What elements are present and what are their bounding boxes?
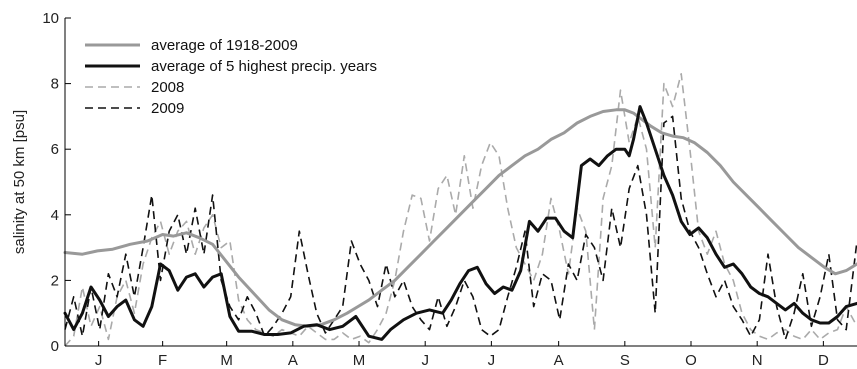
- y-tick-label: 6: [51, 141, 59, 158]
- legend: average of 1918-2009 average of 5 highest…: [85, 37, 377, 117]
- series-layer: [63, 73, 857, 347]
- x-tick-label: D: [818, 352, 829, 369]
- series-line-1: [63, 105, 857, 341]
- legend-label: average of 5 highest precip. years: [151, 58, 377, 75]
- x-tick-label: M: [220, 352, 233, 369]
- x-tick-label: S: [620, 352, 630, 369]
- x-tick-label: F: [158, 352, 167, 369]
- x-tick-label: J: [95, 352, 103, 369]
- y-tick-label: 2: [51, 272, 59, 289]
- series-line-0: [63, 108, 857, 328]
- series-line-2: [64, 73, 857, 347]
- legend-label: average of 1918-2009: [151, 37, 298, 54]
- y-tick-label: 4: [51, 207, 59, 224]
- legend-label: 2009: [151, 100, 184, 117]
- y-tick-label: 0: [51, 338, 59, 355]
- x-tick-label: J: [421, 352, 429, 369]
- legend-label: 2008: [151, 79, 184, 96]
- y-tick-label: 10: [42, 10, 59, 27]
- x-tick-label: A: [288, 352, 298, 369]
- x-tick-label: M: [353, 352, 366, 369]
- x-tick-label: A: [554, 352, 564, 369]
- x-tick-label: J: [488, 352, 496, 369]
- y-tick-label: 8: [51, 76, 59, 93]
- x-tick-label: O: [685, 352, 697, 369]
- x-tick-label: N: [752, 352, 763, 369]
- y-ticks: 0 2 4 6 8 10: [42, 10, 71, 355]
- y-axis-label: salinity at 50 km [psu]: [11, 110, 28, 254]
